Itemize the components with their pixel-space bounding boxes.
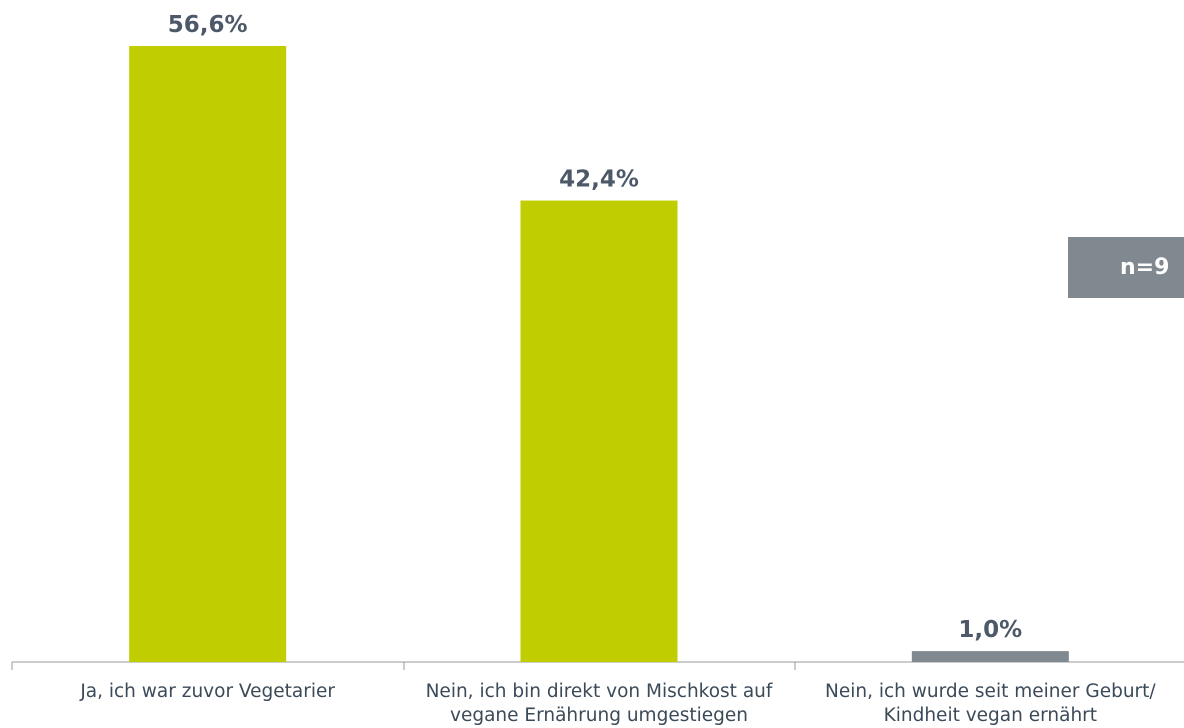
bar [520, 200, 678, 662]
value-label: 1,0% [958, 617, 1022, 643]
category-label: Nein, ich bin direkt von Mischkost auf v… [425, 681, 773, 726]
bar [129, 46, 287, 662]
value-label: 42,4% [559, 167, 639, 193]
value-label: 56,6% [168, 12, 248, 38]
category-label: Nein, ich wurde seit meiner Geburt/ Kind… [825, 681, 1156, 726]
sample-size: n=9 [1068, 237, 1184, 298]
category-label: Ja, ich war zuvor Vegetarier [80, 681, 335, 702]
bar [911, 651, 1069, 662]
